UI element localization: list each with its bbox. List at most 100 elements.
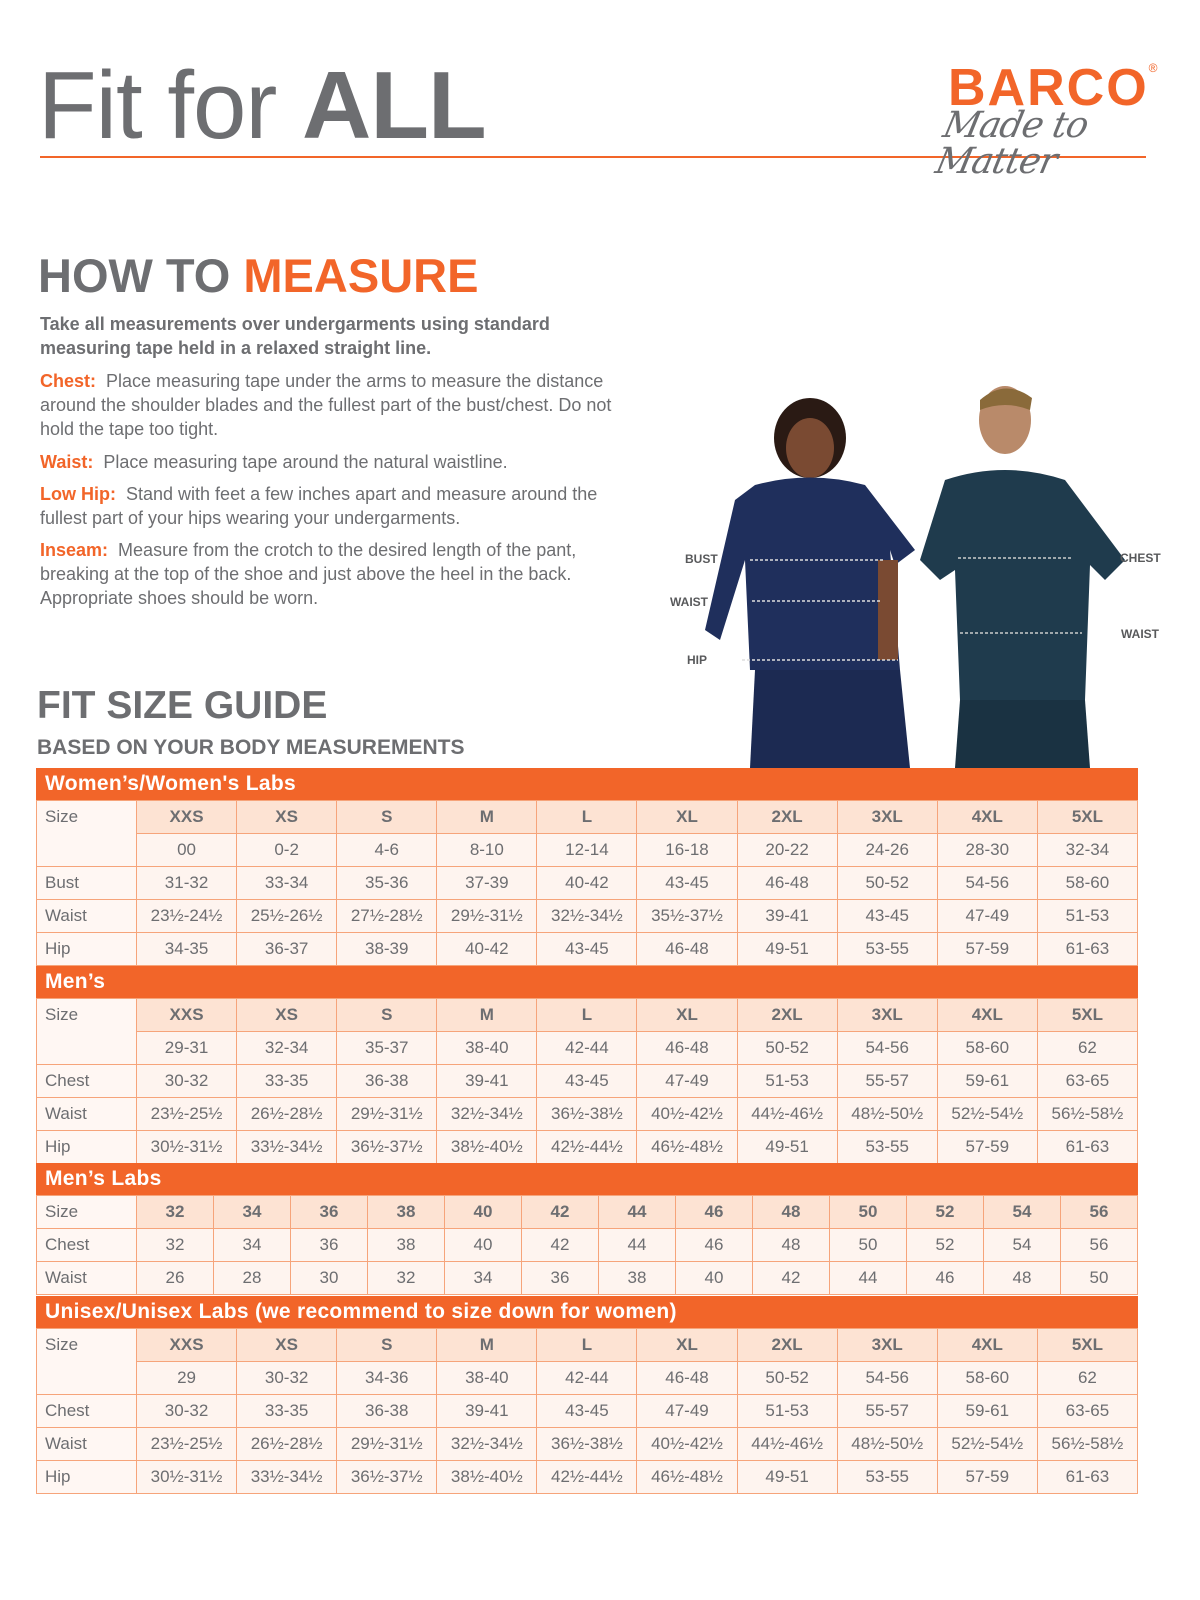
measurement-cell: 43-45: [836, 899, 938, 933]
row-label: Waist: [36, 1097, 137, 1131]
measurement-cell: 59-61: [936, 1064, 1038, 1098]
measurement-cell: 34: [213, 1228, 291, 1262]
waist-text: Place measuring tape around the natural …: [103, 452, 508, 472]
measurement-cell: 36: [521, 1261, 599, 1295]
waist-label-women: WAIST: [670, 595, 709, 609]
numeric-size-cell: 46-48: [636, 1031, 738, 1065]
size-cell: S: [336, 998, 438, 1032]
measurement-cell: 43-45: [536, 1064, 638, 1098]
table-grid: Size XXS XS S M L XL 2XL 3XL 4XL 5XL 29 30-32 34-36 38…: [36, 1328, 1139, 1494]
models-illustration: BUST WAIST HIP CHEST WAIST: [670, 386, 1161, 768]
measurement-cell: 36-38: [336, 1394, 438, 1428]
numeric-size-cell: 8-10: [436, 833, 538, 867]
size-row: Size 32 34 36 38 40 42 44 46 48 50 52 54 56: [36, 1195, 1138, 1229]
table-grid: Size XXS XS S M L XL 2XL 3XL 4XL 5XL 29-31 32-34 35-3…: [36, 998, 1139, 1164]
table-row: Chest 30-32 33-35 36-38 39-41 43-45 47-49 51-53…: [36, 1064, 1139, 1098]
measurement-cell: 42½-44½: [536, 1130, 638, 1164]
measurement-cell: 30½-31½: [135, 1130, 238, 1164]
numeric-size-cell: 12-14: [536, 833, 638, 867]
numeric-size-cell: 28-30: [936, 833, 1038, 867]
measurement-cell: 51-53: [736, 1394, 838, 1428]
size-cell: 34: [213, 1195, 291, 1229]
numeric-size-row: 29-31 32-34 35-37 38-40 42-44 46-48 50-52 54-56…: [36, 1031, 1139, 1065]
measurement-cell: 38½-40½: [436, 1130, 538, 1164]
size-row: Size XXS XS S M L XL 2XL 3XL 4XL 5XL: [36, 800, 1139, 834]
measurement-cell: 46-48: [636, 932, 738, 966]
measurement-cell: 63-65: [1036, 1064, 1139, 1098]
measurement-cell: 33-35: [236, 1394, 338, 1428]
size-cell: 5XL: [1036, 998, 1139, 1032]
numeric-size-cell: 20-22: [736, 833, 838, 867]
measurement-cell: 31-32: [135, 866, 238, 900]
table-row: Waist 23½-25½ 26½-28½ 29½-31½ 32½-34½ 36½-38½…: [36, 1097, 1139, 1131]
header-divider: [40, 156, 1146, 158]
fit-size-guide-heading: FIT SIZE GUIDE: [37, 684, 328, 727]
measurement-cell: 30-32: [135, 1394, 238, 1428]
measurement-cell: 46: [675, 1228, 753, 1262]
measurement-cell: 30: [290, 1261, 368, 1295]
size-cell: M: [436, 998, 538, 1032]
chest-instruction: Chest: Place measuring tape under the ar…: [40, 369, 620, 441]
size-cell: 4XL: [936, 1328, 1038, 1362]
table-header: Women’s/Women's Labs: [36, 768, 1138, 800]
table-grid: Size 32 34 36 38 40 42 44 46 48 50 52 54 56 Chest 32 34 3…: [36, 1195, 1138, 1295]
measurement-cell: 42: [752, 1261, 830, 1295]
row-label: Hip: [36, 1130, 137, 1164]
table-header: Men’s Labs: [36, 1163, 1138, 1195]
measurement-cell: 38: [598, 1261, 676, 1295]
woman-figure: [705, 398, 915, 768]
brand-logo: BARCO®: [948, 62, 1160, 114]
measurement-cell: 43-45: [536, 1394, 638, 1428]
measurement-cell: 48½-50½: [836, 1097, 938, 1131]
row-label: Hip: [36, 932, 137, 966]
measurement-cell: 52½-54½: [936, 1097, 1038, 1131]
measurement-cell: 50-52: [836, 866, 938, 900]
measurement-cell: 40½-42½: [636, 1097, 738, 1131]
numeric-size-cell: 30-32: [236, 1361, 338, 1395]
title-light: Fit for: [38, 52, 303, 159]
measurement-cell: 52½-54½: [936, 1427, 1038, 1461]
measurement-cell: 44½-46½: [736, 1427, 838, 1461]
measurement-cell: 36-37: [236, 932, 338, 966]
row-label: Size: [36, 998, 137, 1032]
measurement-cell: 34: [444, 1261, 522, 1295]
intro-text: Take all measurements over undergarments…: [40, 314, 550, 358]
measurement-cell: 53-55: [836, 932, 938, 966]
measurement-cell: 43-45: [636, 866, 738, 900]
page-title: Fit for ALL: [38, 58, 487, 154]
measurement-cell: 39-41: [736, 899, 838, 933]
measurement-cell: 28: [213, 1261, 291, 1295]
measurement-cell: 32: [136, 1228, 214, 1262]
inseam-text: Measure from the crotch to the desired l…: [40, 540, 577, 608]
measurement-cell: 57-59: [936, 1460, 1038, 1494]
inseam-label: Inseam:: [40, 540, 109, 560]
size-cell: 3XL: [836, 1328, 938, 1362]
numeric-size-cell: 62: [1036, 1031, 1139, 1065]
table-row: Waist 23½-24½ 25½-26½ 27½-28½ 29½-31½ 32½-34½…: [36, 899, 1139, 933]
measurement-cell: 57-59: [936, 932, 1038, 966]
measurement-cell: 55-57: [836, 1064, 938, 1098]
row-label: Hip: [36, 1460, 137, 1494]
measurement-cell: 43-45: [536, 932, 638, 966]
chest-text: Place measuring tape under the arms to m…: [40, 371, 612, 439]
measurement-cell: 37-39: [436, 866, 538, 900]
measurement-cell: 63-65: [1036, 1394, 1139, 1428]
measurement-cell: 61-63: [1036, 1460, 1139, 1494]
measurement-cell: 55-57: [836, 1394, 938, 1428]
size-cell: 2XL: [736, 1328, 838, 1362]
row-label: Waist: [36, 899, 137, 933]
numeric-size-cell: 35-37: [336, 1031, 438, 1065]
row-label: Waist: [36, 1427, 137, 1461]
table-row: Hip 34-35 36-37 38-39 40-42 43-45 46-48 49-51 53…: [36, 932, 1139, 966]
row-label-empty: [36, 1031, 137, 1065]
measurement-cell: 59-61: [936, 1394, 1038, 1428]
size-cell: 4XL: [936, 998, 1038, 1032]
numeric-size-cell: 4-6: [336, 833, 438, 867]
measurement-cell: 40-42: [536, 866, 638, 900]
measurement-cell: 47-49: [936, 899, 1038, 933]
numeric-size-cell: 54-56: [836, 1031, 938, 1065]
measurement-cell: 44½-46½: [736, 1097, 838, 1131]
size-cell: XS: [236, 998, 338, 1032]
measurement-cell: 29½-31½: [336, 1427, 438, 1461]
table-row: Hip 30½-31½ 33½-34½ 36½-37½ 38½-40½ 42½-44½ 46…: [36, 1130, 1139, 1164]
